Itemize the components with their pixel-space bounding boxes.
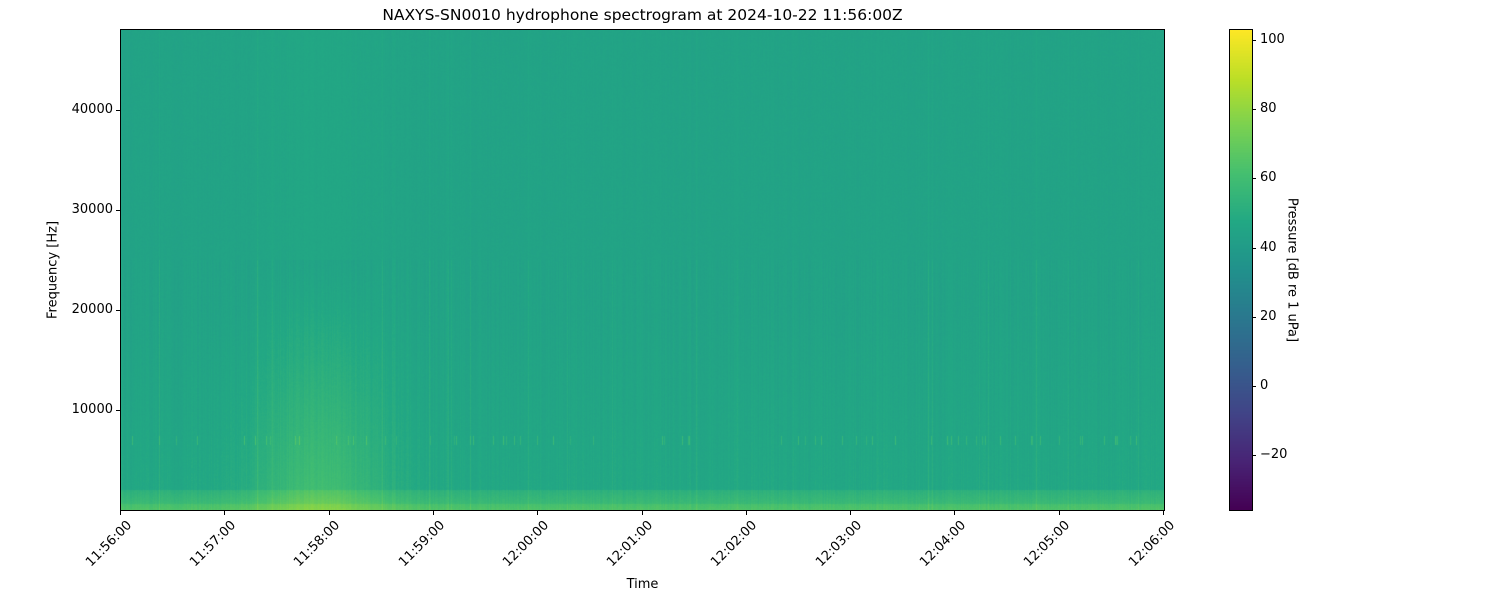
colorbar-tick [1252, 454, 1256, 456]
x-axis-label: Time [626, 577, 659, 592]
colorbar-tick-label: 100 [1260, 32, 1285, 48]
x-tick-label: 11:59:00 [395, 518, 448, 570]
colorbar-tick-label: −20 [1260, 446, 1288, 462]
x-tick-label: 12:06:00 [1125, 518, 1178, 570]
colorbar-tick-label: 20 [1260, 308, 1277, 324]
colorbar-tick [1252, 316, 1256, 318]
spectrogram-image [121, 30, 1164, 510]
colorbar-tick [1252, 109, 1256, 111]
colorbar-tick-label: 0 [1260, 377, 1269, 393]
x-tick-label: 12:04:00 [917, 518, 970, 570]
colorbar [1230, 30, 1252, 510]
x-tick [328, 510, 330, 515]
x-tick [537, 510, 539, 515]
x-tick-label: 12:01:00 [604, 518, 657, 570]
colorbar-frame [1229, 29, 1253, 511]
y-tick [116, 210, 120, 211]
colorbar-tick [1252, 40, 1256, 42]
colorbar-tick [1252, 247, 1256, 249]
y-tick [116, 110, 120, 111]
x-tick-label: 12:05:00 [1021, 518, 1074, 570]
colorbar-tick-label: 40 [1260, 239, 1277, 255]
colorbar-tick-label: 60 [1260, 170, 1277, 186]
x-tick [224, 510, 226, 515]
colorbar-tick [1252, 178, 1256, 180]
x-tick-label: 12:03:00 [812, 518, 865, 570]
x-tick [850, 510, 852, 515]
x-tick [745, 510, 747, 515]
y-tick [116, 410, 120, 411]
spectrogram-plot-area [121, 30, 1164, 510]
x-tick-label: 11:56:00 [82, 518, 135, 570]
colorbar-label: Pressure [dB re 1 uPa] [1284, 197, 1300, 343]
y-tick [116, 310, 120, 311]
y-tick-label: 20000 [71, 302, 113, 317]
colorbar-tick-label: 80 [1260, 101, 1277, 117]
x-tick [432, 510, 434, 515]
x-tick [954, 510, 956, 515]
x-tick-label: 11:57:00 [187, 518, 239, 570]
x-tick [1163, 510, 1164, 515]
y-tick-label: 30000 [71, 202, 113, 217]
x-tick-label: 11:58:00 [291, 518, 344, 570]
colorbar-tick [1252, 385, 1256, 387]
x-tick-label: 12:02:00 [708, 518, 761, 570]
x-tick [120, 510, 121, 515]
y-tick-label: 10000 [71, 402, 113, 417]
x-tick [641, 510, 643, 515]
x-tick-label: 12:00:00 [499, 518, 552, 570]
plot-frame [120, 29, 1165, 511]
x-tick [1058, 510, 1060, 515]
chart-title: NAXYS-SN0010 hydrophone spectrogram at 2… [382, 6, 903, 24]
y-tick-label: 40000 [71, 102, 113, 117]
